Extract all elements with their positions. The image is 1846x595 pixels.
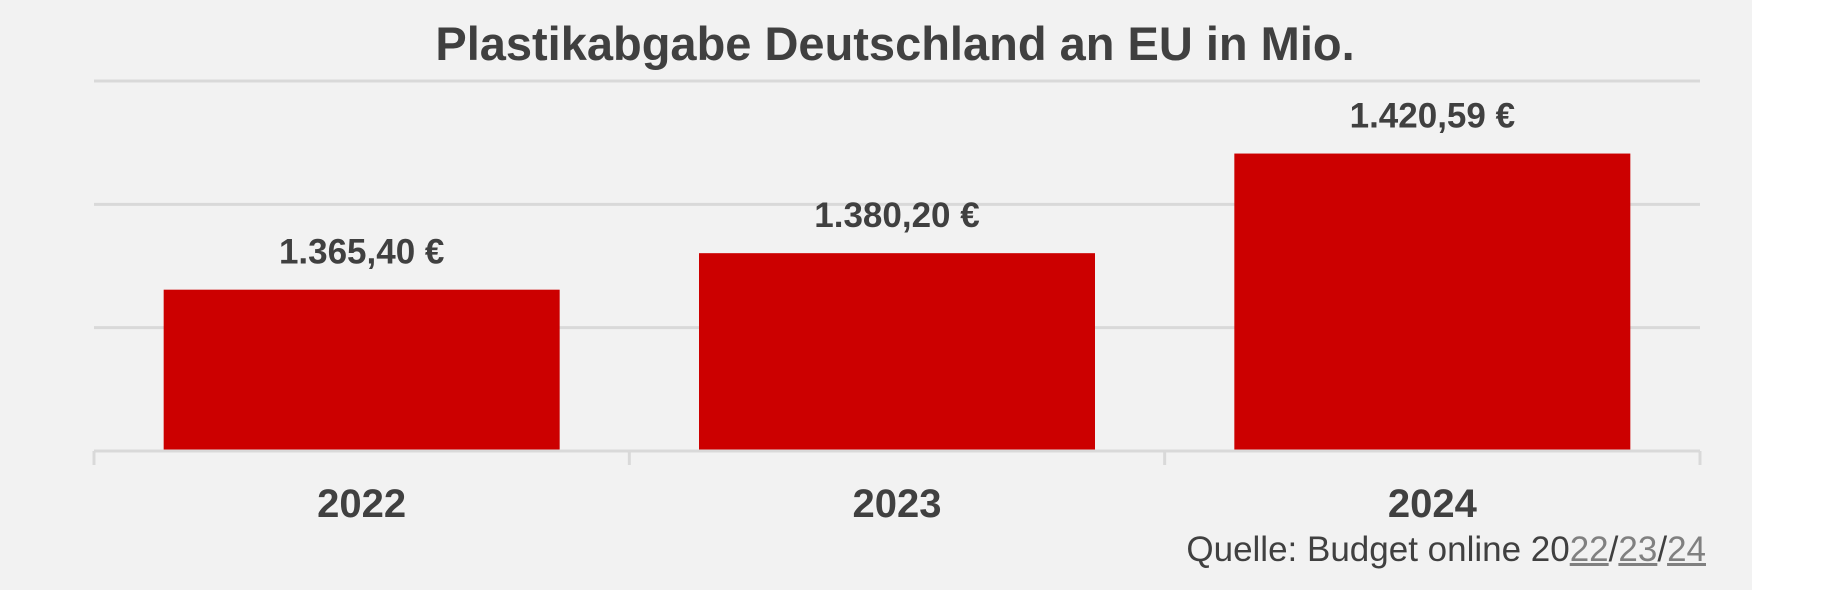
bar bbox=[1234, 153, 1631, 451]
category-label: 2022 bbox=[317, 482, 406, 526]
x-axis bbox=[92, 449, 1702, 465]
category-label: 2023 bbox=[853, 482, 942, 526]
source-note: Quelle: Budget online 2022/23/24 bbox=[1158, 530, 1706, 570]
data-labels: 1.365,40 € 1.380,20 € 1.420,59 € bbox=[279, 97, 1515, 272]
chart-title: Plastikabgabe Deutschland an EU in Mio. bbox=[435, 17, 1354, 70]
category-labels: 2022 2023 2024 bbox=[317, 482, 1477, 526]
source-separator: / bbox=[1657, 530, 1668, 569]
bars bbox=[163, 153, 1631, 451]
data-label: 1.365,40 € bbox=[279, 233, 444, 272]
data-label: 1.380,20 € bbox=[814, 196, 979, 235]
bar bbox=[163, 289, 560, 451]
source-text: Quelle: Budget online 20 bbox=[1186, 530, 1570, 569]
source-separator: / bbox=[1608, 530, 1619, 569]
category-label: 2024 bbox=[1388, 482, 1478, 526]
bar bbox=[699, 253, 1095, 451]
source-link-22[interactable]: 22 bbox=[1569, 530, 1609, 569]
source-link-24[interactable]: 24 bbox=[1667, 530, 1706, 569]
data-label: 1.420,59 € bbox=[1350, 97, 1515, 136]
bar-chart: Plastikabgabe Deutschland an EU in Mio. … bbox=[92, 17, 1702, 526]
source-link-23[interactable]: 23 bbox=[1618, 530, 1658, 569]
